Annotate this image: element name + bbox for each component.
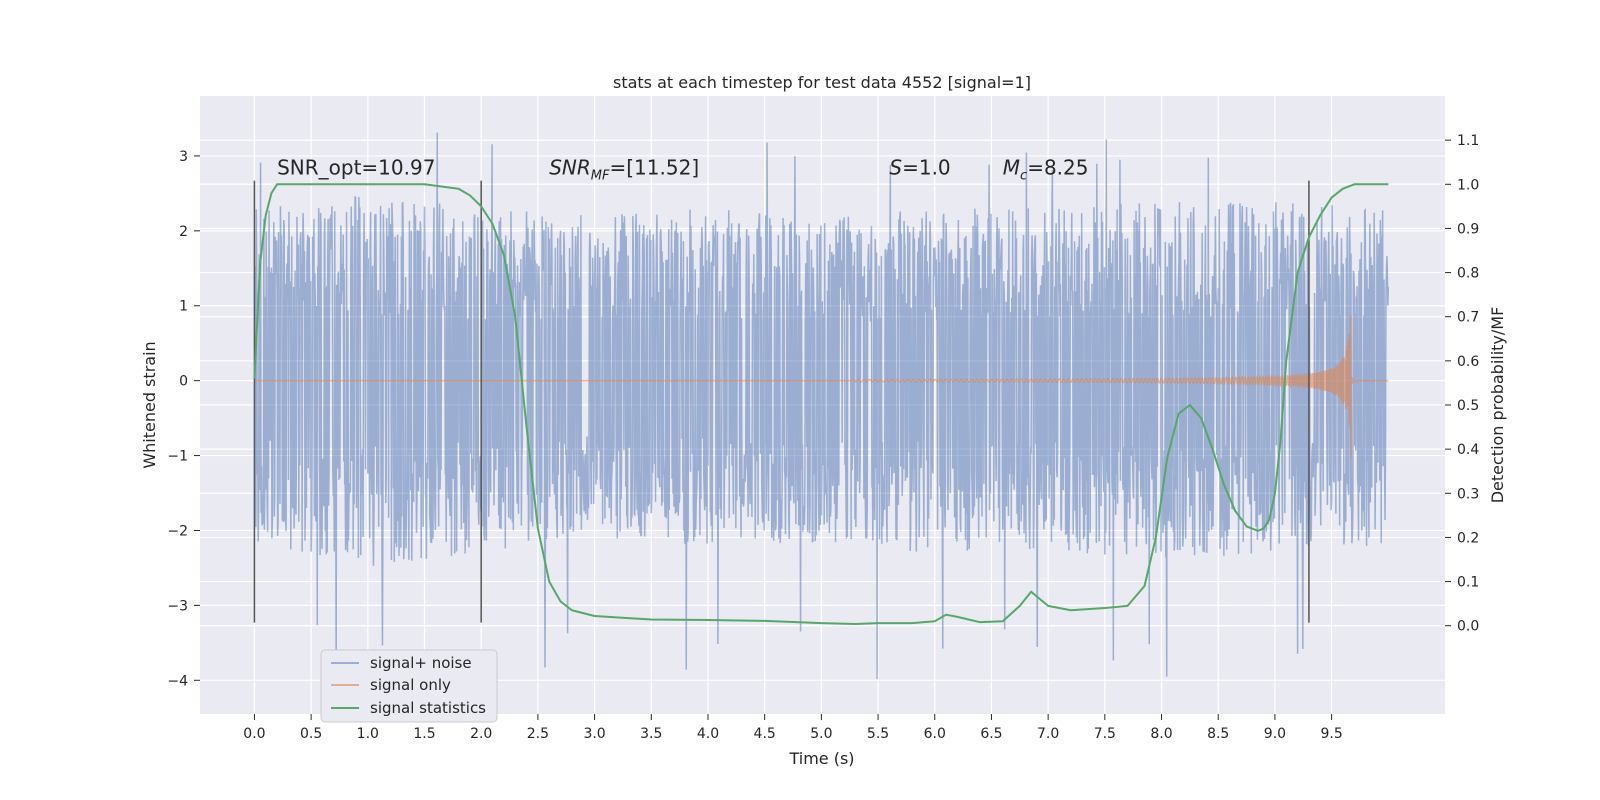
- x-tick-label: 1.5: [413, 726, 435, 742]
- x-tick-label: 6.5: [980, 726, 1002, 742]
- y2-tick-label: 0.8: [1457, 266, 1479, 282]
- y2-tick-label: 0.1: [1457, 575, 1479, 591]
- legend-label-signal-plus-noise: signal+ noise: [370, 654, 472, 672]
- annotation-1: SNRMF=[11.52]: [549, 156, 699, 184]
- y2-tick-label: 1.1: [1457, 133, 1479, 149]
- y-tick-label: 3: [179, 149, 188, 165]
- y-tick-label: −3: [167, 598, 188, 614]
- y-tick-label: −1: [167, 449, 188, 465]
- x-tick-label: 4.0: [697, 726, 719, 742]
- x-tick-label: 2.0: [470, 726, 492, 742]
- x-tick-label: 9.0: [1264, 726, 1286, 742]
- annotation-symbol: M: [1003, 156, 1020, 180]
- annotation-2: S=1.0: [889, 156, 950, 180]
- x-tick-label: 3.5: [640, 726, 662, 742]
- legend-box: [320, 649, 498, 723]
- x-tick-label: 0.0: [243, 726, 265, 742]
- y-axis-ticks: −4 −3 −2 −1 0 1 2 3: [167, 149, 200, 689]
- y2-axis-label: Detection probability/MF: [1488, 307, 1507, 504]
- y2-tick-label: 0.0: [1457, 619, 1479, 635]
- annotation-3: Mc=8.25: [1003, 156, 1089, 184]
- series-signal-plus-noise: [253, 132, 1390, 680]
- annotation-value: =8.25: [1027, 156, 1088, 180]
- annotation-subscript: MF: [591, 169, 610, 184]
- y2-tick-label: 0.5: [1457, 398, 1479, 414]
- signal-only-line: [254, 315, 1389, 458]
- y2-tick-label: 0.2: [1457, 530, 1479, 546]
- x-tick-label: 6.0: [924, 726, 946, 742]
- x-tick-label: 3.0: [583, 726, 605, 742]
- signal-plus-noise-line: [253, 132, 1390, 680]
- x-tick-label: 2.5: [527, 726, 549, 742]
- x-tick-label: 5.0: [810, 726, 832, 742]
- x-axis-label: Time (s): [788, 749, 854, 768]
- x-tick-label: 1.0: [357, 726, 379, 742]
- y2-tick-label: 1.0: [1457, 177, 1479, 193]
- x-tick-label: 7.5: [1094, 726, 1116, 742]
- y2-tick-label: 0.3: [1457, 486, 1479, 502]
- y-tick-label: 0: [179, 374, 188, 390]
- y2-tick-label: 0.9: [1457, 221, 1479, 237]
- annotations: SNR_opt=10.97 SNRMF=[11.52] S=1.0 Mc=8.25: [277, 156, 1088, 184]
- x-tick-label: 5.5: [867, 726, 889, 742]
- y-tick-label: 2: [179, 224, 188, 240]
- x-tick-label: 9.5: [1320, 726, 1342, 742]
- y-axis-label: Whitened strain: [140, 341, 159, 468]
- y-tick-label: 1: [179, 299, 188, 315]
- annotation-prefix: SNR_opt=10.97: [277, 156, 435, 180]
- chart-title: stats at each timestep for test data 455…: [613, 73, 1031, 92]
- vertical-markers: [253, 180, 1310, 623]
- y-tick-label: −4: [167, 673, 188, 689]
- series-signal-statistics: [253, 183, 1389, 625]
- y2-tick-label: 0.4: [1457, 442, 1479, 458]
- x-tick-label: 7.0: [1037, 726, 1059, 742]
- x-tick-label: 8.5: [1207, 726, 1229, 742]
- annotation-subscript: c: [1020, 169, 1027, 184]
- y2-tick-label: 0.6: [1457, 354, 1479, 370]
- annotation-value: =[11.52]: [610, 156, 700, 180]
- series-signal-only: [254, 315, 1389, 458]
- x-tick-label: 4.5: [754, 726, 776, 742]
- y2-tick-label: 0.7: [1457, 310, 1479, 326]
- annotation-symbol: S: [889, 156, 902, 180]
- legend-label-signal-only: signal only: [370, 676, 451, 694]
- legend-label-signal-statistics: signal statistics: [370, 699, 486, 717]
- y2-axis-ticks: 0.0 0.1 0.2 0.3 0.4 0.5 0.6 0.7 0.8 0.9 1.0 1.1: [1445, 133, 1479, 635]
- annotation-symbol: SNR: [549, 156, 591, 180]
- x-tick-label: 0.5: [300, 726, 322, 742]
- x-tick-label: 8.0: [1150, 726, 1172, 742]
- x-axis-ticks: 0.0 0.5 1.0 1.5 2.0 2.5 3.0 3.5 4.0 4.5 5.0 5.5 6.0 6…: [243, 714, 1343, 742]
- y-tick-label: −2: [167, 523, 188, 539]
- annotation-0: SNR_opt=10.97: [277, 156, 435, 180]
- signal-statistics-line: [253, 183, 1389, 625]
- annotation-value: =1.0: [902, 156, 951, 180]
- legend: signal+ noise signal only signal statist…: [320, 649, 498, 723]
